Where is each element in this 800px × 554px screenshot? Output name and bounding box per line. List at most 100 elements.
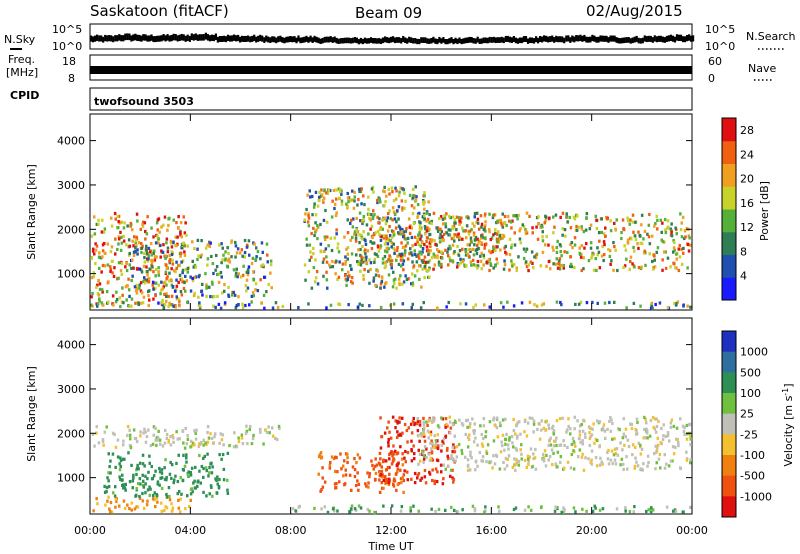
heatmap-cell xyxy=(170,502,173,506)
heatmap-cell xyxy=(165,263,168,267)
heatmap-cell xyxy=(558,259,561,263)
nsky-sample xyxy=(545,35,548,42)
nsky-sample xyxy=(138,34,141,42)
heatmap-cell xyxy=(431,468,434,472)
heatmap-cell xyxy=(416,240,419,244)
heatmap-cell xyxy=(581,439,584,443)
heatmap-cell xyxy=(470,240,473,244)
heatmap-cell xyxy=(436,424,440,428)
nsky-sample xyxy=(428,38,431,44)
nsky-sample xyxy=(261,35,264,42)
heatmap-cell xyxy=(424,266,427,270)
heatmap-cell xyxy=(346,456,349,460)
nsky-sample xyxy=(128,33,131,41)
heatmap-cell xyxy=(658,452,662,457)
heatmap-cell xyxy=(354,239,358,243)
nsky-sample xyxy=(482,37,485,44)
heatmap-cell xyxy=(158,438,162,442)
heatmap-cell xyxy=(107,495,110,499)
heatmap-cell xyxy=(625,257,628,261)
nsky-sample xyxy=(683,36,687,43)
heatmap-cell xyxy=(555,443,558,448)
nsky-sample xyxy=(686,35,689,42)
heatmap-cell xyxy=(531,226,534,230)
heatmap-cell xyxy=(524,231,527,236)
heatmap-cell xyxy=(405,428,409,433)
heatmap-cell xyxy=(514,468,517,472)
nsky-sample xyxy=(247,35,250,42)
heatmap-cell xyxy=(391,218,394,222)
heatmap-cell xyxy=(650,303,653,307)
nsky-sample xyxy=(102,36,105,43)
heatmap-cell xyxy=(635,460,638,464)
heatmap-cell xyxy=(525,247,529,251)
heatmap-cell xyxy=(495,257,498,261)
heatmap-cell xyxy=(528,416,532,420)
heatmap-cell xyxy=(397,277,401,281)
heatmap-cell xyxy=(480,225,483,229)
heatmap-cell xyxy=(390,462,394,466)
power-colorbar-label: Power [dB] xyxy=(758,181,771,241)
heatmap-cell xyxy=(442,238,445,242)
heatmap-cell xyxy=(128,507,131,511)
heatmap-cell xyxy=(489,237,492,242)
heatmap-cell xyxy=(423,207,426,211)
heatmap-cell xyxy=(92,509,95,513)
heatmap-cell xyxy=(466,243,469,247)
heatmap-cell xyxy=(166,275,169,279)
heatmap-cell xyxy=(596,253,599,257)
heatmap-cell xyxy=(471,504,475,508)
colorbar-swatch xyxy=(722,331,736,353)
heatmap-cell xyxy=(265,430,269,434)
heatmap-cell xyxy=(174,235,177,239)
heatmap-cell xyxy=(409,422,413,426)
heatmap-cell xyxy=(446,424,449,428)
heatmap-cell xyxy=(408,193,412,197)
heatmap-cell xyxy=(315,228,318,232)
heatmap-cell xyxy=(543,221,546,225)
heatmap-cell xyxy=(612,241,615,245)
heatmap-cell xyxy=(127,451,130,455)
heatmap-cell xyxy=(519,227,522,231)
heatmap-cell xyxy=(363,268,366,272)
heatmap-cell xyxy=(642,237,645,241)
colorbar-swatch xyxy=(722,186,736,210)
heatmap-cell xyxy=(461,260,465,264)
nsky-sample xyxy=(283,37,286,44)
heatmap-cell xyxy=(428,458,432,462)
heatmap-cell xyxy=(169,435,172,439)
heatmap-cell xyxy=(198,442,201,446)
heatmap-cell xyxy=(475,220,478,224)
heatmap-cell xyxy=(511,465,515,469)
heatmap-cell xyxy=(440,229,443,234)
heatmap-cell xyxy=(682,429,686,433)
heatmap-cell xyxy=(240,436,244,440)
heatmap-cell xyxy=(454,459,457,463)
heatmap-cell xyxy=(170,476,173,480)
y-tick-label: 2000 xyxy=(57,223,85,236)
heatmap-cell xyxy=(409,506,412,510)
heatmap-cell xyxy=(488,268,491,273)
heatmap-cell xyxy=(670,222,673,226)
heatmap-cell xyxy=(524,229,528,233)
nsky-sample xyxy=(432,36,435,43)
heatmap-cell xyxy=(168,301,171,305)
heatmap-cell xyxy=(163,508,166,513)
heatmap-cell xyxy=(492,454,495,458)
heatmap-cell xyxy=(473,507,477,511)
heatmap-cell xyxy=(380,469,384,474)
heatmap-cell xyxy=(362,273,365,278)
nsky-sample xyxy=(506,35,509,42)
heatmap-cell xyxy=(384,475,387,479)
heatmap-cell xyxy=(235,251,239,255)
heatmap-cell xyxy=(476,217,480,221)
heatmap-cell xyxy=(95,222,99,226)
heatmap-cell xyxy=(548,216,551,220)
heatmap-cell xyxy=(370,187,374,191)
heatmap-cell xyxy=(218,477,221,482)
nsky-sample xyxy=(192,34,195,41)
heatmap-cell xyxy=(118,237,121,241)
heatmap-cell xyxy=(474,468,477,472)
heatmap-cell xyxy=(246,273,250,277)
heatmap-cell xyxy=(184,507,187,511)
